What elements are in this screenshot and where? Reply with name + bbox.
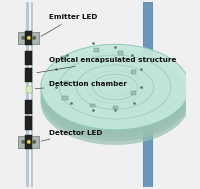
- Bar: [90, 104, 95, 108]
- Bar: [60, 57, 65, 60]
- FancyBboxPatch shape: [18, 32, 39, 43]
- Circle shape: [22, 140, 25, 143]
- Ellipse shape: [41, 48, 188, 133]
- Bar: [26, 2, 28, 187]
- Bar: [25, 116, 32, 130]
- Bar: [112, 106, 117, 109]
- Bar: [25, 31, 32, 45]
- Bar: [62, 96, 67, 100]
- Bar: [31, 2, 33, 187]
- FancyBboxPatch shape: [18, 136, 39, 148]
- Bar: [130, 70, 136, 74]
- Bar: [25, 100, 32, 114]
- Bar: [25, 68, 32, 82]
- Text: Emitter LED: Emitter LED: [41, 14, 97, 36]
- Ellipse shape: [41, 56, 188, 141]
- Circle shape: [27, 140, 30, 144]
- Ellipse shape: [41, 59, 188, 145]
- Circle shape: [32, 36, 36, 40]
- Text: Detection chamber: Detection chamber: [35, 81, 126, 89]
- Text: Optical encapsulated structure: Optical encapsulated structure: [37, 57, 176, 73]
- Bar: [118, 51, 123, 55]
- Circle shape: [32, 140, 36, 143]
- Circle shape: [27, 36, 30, 40]
- Circle shape: [22, 36, 25, 40]
- Bar: [25, 135, 32, 149]
- Ellipse shape: [41, 52, 188, 137]
- Bar: [142, 2, 151, 187]
- Text: Detector LED: Detector LED: [41, 130, 102, 141]
- Bar: [94, 48, 99, 52]
- Bar: [130, 91, 136, 94]
- FancyBboxPatch shape: [26, 86, 32, 93]
- Bar: [64, 81, 69, 84]
- Ellipse shape: [41, 44, 188, 130]
- Bar: [25, 51, 32, 65]
